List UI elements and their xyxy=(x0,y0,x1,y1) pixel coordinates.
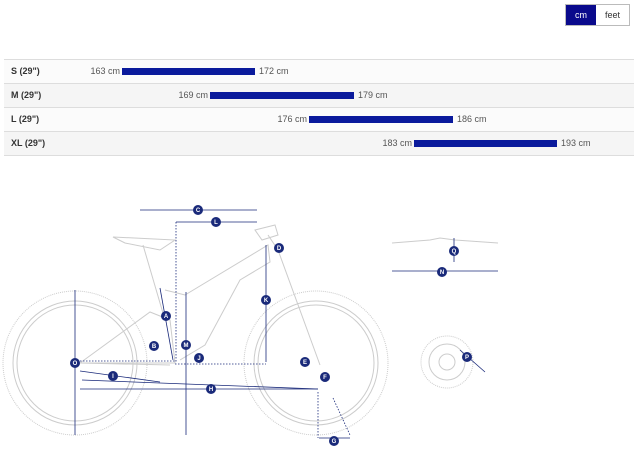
marker-N: N xyxy=(437,267,447,277)
svg-text:K: K xyxy=(264,298,269,304)
size-label: M (29") xyxy=(11,90,42,100)
svg-text:D: D xyxy=(277,246,282,252)
size-label: L (29") xyxy=(11,114,40,124)
svg-text:M: M xyxy=(184,343,189,349)
svg-text:H: H xyxy=(209,387,213,393)
svg-text:G: G xyxy=(332,439,337,445)
marker-K: K xyxy=(261,295,271,305)
range-bar xyxy=(122,68,255,75)
size-chart: S (29") 163 cm 172 cm M (29") 169 cm 179 cm … xyxy=(4,59,634,156)
max-height: 186 cm xyxy=(457,114,487,124)
max-height: 172 cm xyxy=(259,66,289,76)
svg-text:A: A xyxy=(164,314,169,320)
range-bar xyxy=(309,116,453,123)
svg-text:J: J xyxy=(197,356,200,362)
marker-G: G xyxy=(329,436,339,446)
range-bar xyxy=(210,92,354,99)
min-height: 176 cm xyxy=(277,114,307,124)
marker-H: H xyxy=(206,384,216,394)
marker-A: A xyxy=(161,311,171,321)
range-bar xyxy=(414,140,557,147)
svg-text:F: F xyxy=(323,375,327,381)
svg-text:O: O xyxy=(73,361,78,367)
marker-E: E xyxy=(300,357,310,367)
svg-text:L: L xyxy=(214,220,218,226)
marker-F: F xyxy=(320,372,330,382)
marker-Q: Q xyxy=(449,246,459,256)
marker-C: C xyxy=(193,205,203,215)
svg-text:E: E xyxy=(303,360,307,366)
marker-P: P xyxy=(462,352,472,362)
marker-O: O xyxy=(70,358,80,368)
size-row: S (29") 163 cm 172 cm xyxy=(4,59,634,83)
svg-text:C: C xyxy=(196,208,201,214)
geometry-diagram: A B C D E F G H I J K L M O N Q P xyxy=(2,205,499,446)
geometry-markers: A B C D E F G H I J K L M O N Q P xyxy=(70,205,472,446)
marker-L: L xyxy=(211,217,221,227)
svg-text:P: P xyxy=(465,355,469,361)
svg-text:B: B xyxy=(152,344,157,350)
size-label: S (29") xyxy=(11,66,40,76)
unit-feet-button[interactable]: feet xyxy=(596,5,630,25)
marker-M: M xyxy=(181,340,191,350)
max-height: 193 cm xyxy=(561,138,591,148)
svg-text:I: I xyxy=(112,374,114,380)
marker-J: J xyxy=(194,353,204,363)
size-row: L (29") 176 cm 186 cm xyxy=(4,107,634,131)
size-label: XL (29") xyxy=(11,138,46,148)
max-height: 179 cm xyxy=(358,90,388,100)
bike-outline xyxy=(2,224,499,436)
svg-text:N: N xyxy=(440,270,444,276)
marker-B: B xyxy=(149,341,159,351)
size-row: XL (29") 183 cm 193 cm xyxy=(4,131,634,156)
unit-cm-button[interactable]: cm xyxy=(566,5,596,25)
unit-toggle: cm feet xyxy=(565,4,631,26)
marker-D: D xyxy=(274,243,284,253)
svg-text:Q: Q xyxy=(452,249,457,255)
min-height: 183 cm xyxy=(382,138,412,148)
dimension-lines xyxy=(74,209,498,439)
min-height: 163 cm xyxy=(90,66,120,76)
size-row: M (29") 169 cm 179 cm xyxy=(4,83,634,107)
min-height: 169 cm xyxy=(178,90,208,100)
marker-I: I xyxy=(108,371,118,381)
